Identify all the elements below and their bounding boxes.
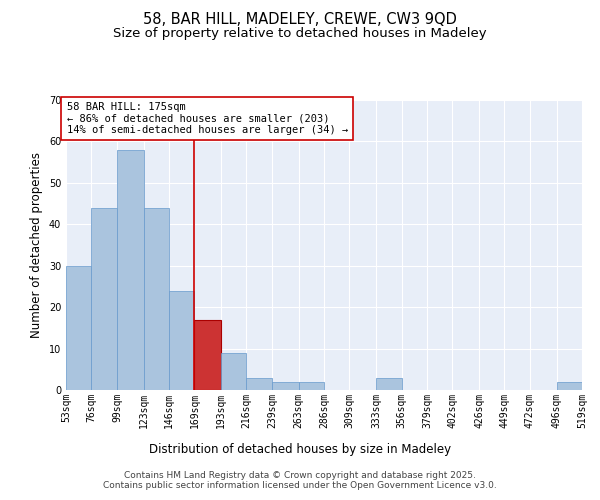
Bar [169,290,194,390]
Bar [91,208,117,390]
Y-axis label: Number of detached properties: Number of detached properties [30,152,43,338]
Bar [117,150,143,390]
Text: Size of property relative to detached houses in Madeley: Size of property relative to detached ho… [113,28,487,40]
Text: Distribution of detached houses by size in Madeley: Distribution of detached houses by size … [149,442,451,456]
Bar [376,378,401,390]
Bar [247,378,272,390]
Text: 58, BAR HILL, MADELEY, CREWE, CW3 9QD: 58, BAR HILL, MADELEY, CREWE, CW3 9QD [143,12,457,28]
Bar [221,352,247,390]
Bar [194,320,221,390]
Text: 58 BAR HILL: 175sqm
← 86% of detached houses are smaller (203)
14% of semi-detac: 58 BAR HILL: 175sqm ← 86% of detached ho… [67,102,348,136]
Bar [66,266,91,390]
Text: Contains HM Land Registry data © Crown copyright and database right 2025.
Contai: Contains HM Land Registry data © Crown c… [103,470,497,490]
Bar [272,382,299,390]
Bar [143,208,169,390]
Bar [299,382,324,390]
Bar [557,382,582,390]
